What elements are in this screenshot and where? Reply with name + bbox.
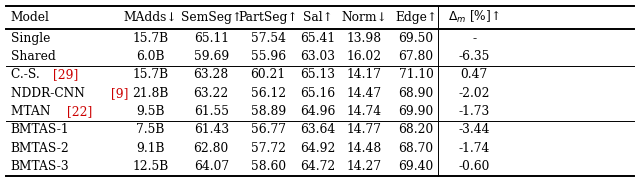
Text: 65.11: 65.11 — [194, 32, 228, 45]
Text: [22]: [22] — [67, 105, 92, 118]
Text: -2.02: -2.02 — [458, 87, 490, 100]
Text: 61.55: 61.55 — [194, 105, 228, 118]
Text: 62.80: 62.80 — [193, 142, 229, 155]
Text: BMTAS-1: BMTAS-1 — [11, 123, 70, 136]
Text: MAdds↓: MAdds↓ — [124, 11, 177, 24]
Text: 68.90: 68.90 — [398, 87, 434, 100]
Text: Model: Model — [11, 11, 50, 24]
Text: 16.02: 16.02 — [347, 50, 381, 63]
Text: 59.69: 59.69 — [193, 50, 229, 63]
Text: 14.27: 14.27 — [347, 160, 381, 173]
Text: -1.74: -1.74 — [458, 142, 490, 155]
Text: 14.77: 14.77 — [347, 123, 381, 136]
Text: 6.0B: 6.0B — [136, 50, 164, 63]
Text: BMTAS-2: BMTAS-2 — [11, 142, 70, 155]
Text: 14.17: 14.17 — [347, 68, 381, 81]
Text: 14.74: 14.74 — [347, 105, 381, 118]
Text: 63.28: 63.28 — [193, 68, 229, 81]
Text: 65.13: 65.13 — [300, 68, 335, 81]
Text: BMTAS-3: BMTAS-3 — [11, 160, 70, 173]
Text: 55.96: 55.96 — [251, 50, 285, 63]
Text: 15.7B: 15.7B — [132, 32, 168, 45]
Text: 58.60: 58.60 — [251, 160, 285, 173]
Text: 68.20: 68.20 — [398, 123, 434, 136]
Text: 71.10: 71.10 — [399, 68, 433, 81]
Text: NDDR-CNN: NDDR-CNN — [11, 87, 88, 100]
Text: 69.40: 69.40 — [398, 160, 434, 173]
Text: 56.12: 56.12 — [251, 87, 285, 100]
Text: 67.80: 67.80 — [399, 50, 433, 63]
Text: C.-S.: C.-S. — [11, 68, 44, 81]
Text: PartSeg↑: PartSeg↑ — [238, 11, 298, 24]
Text: 58.89: 58.89 — [250, 105, 286, 118]
Text: 9.5B: 9.5B — [136, 105, 164, 118]
Text: 64.96: 64.96 — [300, 105, 335, 118]
Text: 7.5B: 7.5B — [136, 123, 164, 136]
Text: Norm↓: Norm↓ — [341, 11, 387, 24]
Text: 57.54: 57.54 — [251, 32, 285, 45]
Text: 68.70: 68.70 — [399, 142, 433, 155]
Text: 69.90: 69.90 — [398, 105, 434, 118]
Text: 14.48: 14.48 — [346, 142, 382, 155]
Text: 13.98: 13.98 — [347, 32, 381, 45]
Text: -1.73: -1.73 — [459, 105, 490, 118]
Text: 64.07: 64.07 — [194, 160, 228, 173]
Text: 14.47: 14.47 — [347, 87, 381, 100]
Text: 63.03: 63.03 — [300, 50, 335, 63]
Text: -3.44: -3.44 — [458, 123, 490, 136]
Text: Sal↑: Sal↑ — [303, 11, 333, 24]
Text: 57.72: 57.72 — [251, 142, 285, 155]
Text: MTAN: MTAN — [11, 105, 54, 118]
Text: 65.41: 65.41 — [300, 32, 335, 45]
Text: Edge↑: Edge↑ — [395, 11, 437, 24]
Text: 64.72: 64.72 — [300, 160, 335, 173]
Text: 15.7B: 15.7B — [132, 68, 168, 81]
Text: 9.1B: 9.1B — [136, 142, 164, 155]
Text: SemSeg↑: SemSeg↑ — [180, 11, 242, 24]
Text: 0.47: 0.47 — [461, 68, 488, 81]
Text: 12.5B: 12.5B — [132, 160, 168, 173]
Text: Single: Single — [11, 32, 51, 45]
Text: 60.21: 60.21 — [251, 68, 285, 81]
Text: 65.16: 65.16 — [300, 87, 335, 100]
Text: 21.8B: 21.8B — [132, 87, 168, 100]
Text: -6.35: -6.35 — [458, 50, 490, 63]
Text: -0.60: -0.60 — [458, 160, 490, 173]
Text: -: - — [472, 32, 476, 45]
Text: [9]: [9] — [111, 87, 129, 100]
Text: Shared: Shared — [11, 50, 56, 63]
Text: 63.64: 63.64 — [300, 123, 335, 136]
Text: [29]: [29] — [53, 68, 78, 81]
Text: 69.50: 69.50 — [399, 32, 433, 45]
Text: $\Delta_m$ [%]↑: $\Delta_m$ [%]↑ — [448, 9, 500, 25]
Text: 63.22: 63.22 — [193, 87, 229, 100]
Text: 64.92: 64.92 — [300, 142, 335, 155]
Text: 56.77: 56.77 — [251, 123, 285, 136]
Text: 61.43: 61.43 — [194, 123, 228, 136]
